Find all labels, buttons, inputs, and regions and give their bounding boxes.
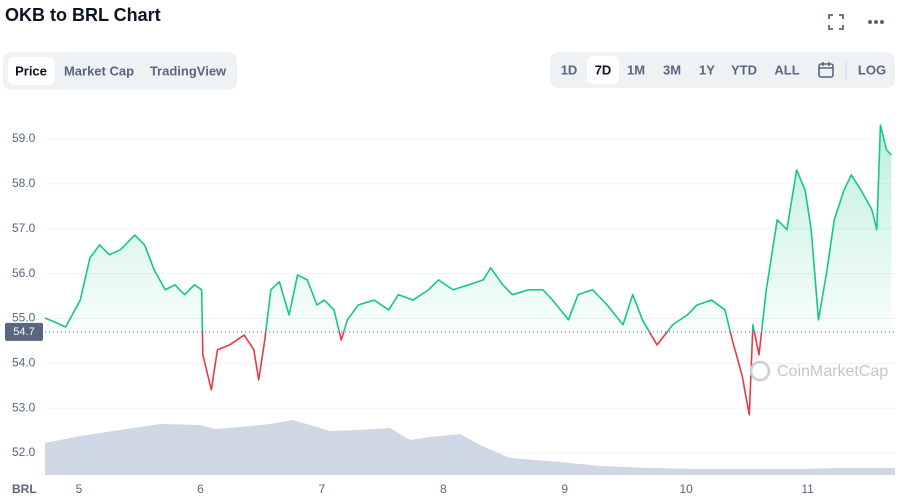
y-tick-label: 54.0 <box>12 355 36 369</box>
range-button[interactable]: YTD <box>731 62 757 77</box>
more-icon[interactable] <box>868 20 884 24</box>
tab[interactable]: Price <box>15 63 47 78</box>
watermark: CoinMarketCap <box>749 360 888 382</box>
price-line <box>44 124 892 416</box>
baseline-label-box <box>5 322 43 341</box>
x-tick-label: 9 <box>561 482 568 496</box>
x-tick-label: 10 <box>679 482 693 496</box>
range-button[interactable]: 1Y <box>699 62 715 77</box>
fullscreen-icon[interactable] <box>828 14 844 30</box>
y-tick-label: 52.0 <box>12 445 36 459</box>
chart-title: OKB to BRL Chart <box>5 5 161 25</box>
y-tick-label: 59.0 <box>12 131 36 145</box>
tab-bar <box>3 52 237 90</box>
tab[interactable]: TradingView <box>150 63 227 78</box>
calendar-icon[interactable] <box>818 62 834 78</box>
active-tab <box>8 57 55 85</box>
range-button[interactable]: 7D <box>595 62 612 77</box>
range-button[interactable]: ALL <box>774 62 799 77</box>
x-axis-label: BRL <box>12 482 37 496</box>
baseline-label: 54.7 <box>13 326 34 338</box>
x-tick-label: 8 <box>440 482 447 496</box>
tab[interactable]: Market Cap <box>64 63 134 78</box>
x-tick-label: 11 <box>801 482 814 496</box>
log-button[interactable]: LOG <box>858 62 886 77</box>
active-range <box>587 56 619 84</box>
range-bar <box>550 52 895 88</box>
y-tick-label: 53.0 <box>12 400 36 414</box>
x-tick-label: 6 <box>197 482 204 496</box>
range-button[interactable]: 1D <box>561 62 578 77</box>
y-tick-label: 58.0 <box>12 176 36 190</box>
y-tick-label: 57.0 <box>12 221 36 235</box>
watermark-text: CoinMarketCap <box>777 363 888 380</box>
range-button[interactable]: 3M <box>663 62 681 77</box>
price-area <box>45 125 892 332</box>
x-tick-label: 5 <box>76 482 83 496</box>
y-tick-label: 55.0 <box>12 311 36 325</box>
x-tick-label: 7 <box>319 482 326 496</box>
range-button[interactable]: 1M <box>627 62 645 77</box>
volume-area <box>45 420 895 475</box>
y-tick-label: 56.0 <box>12 266 36 280</box>
